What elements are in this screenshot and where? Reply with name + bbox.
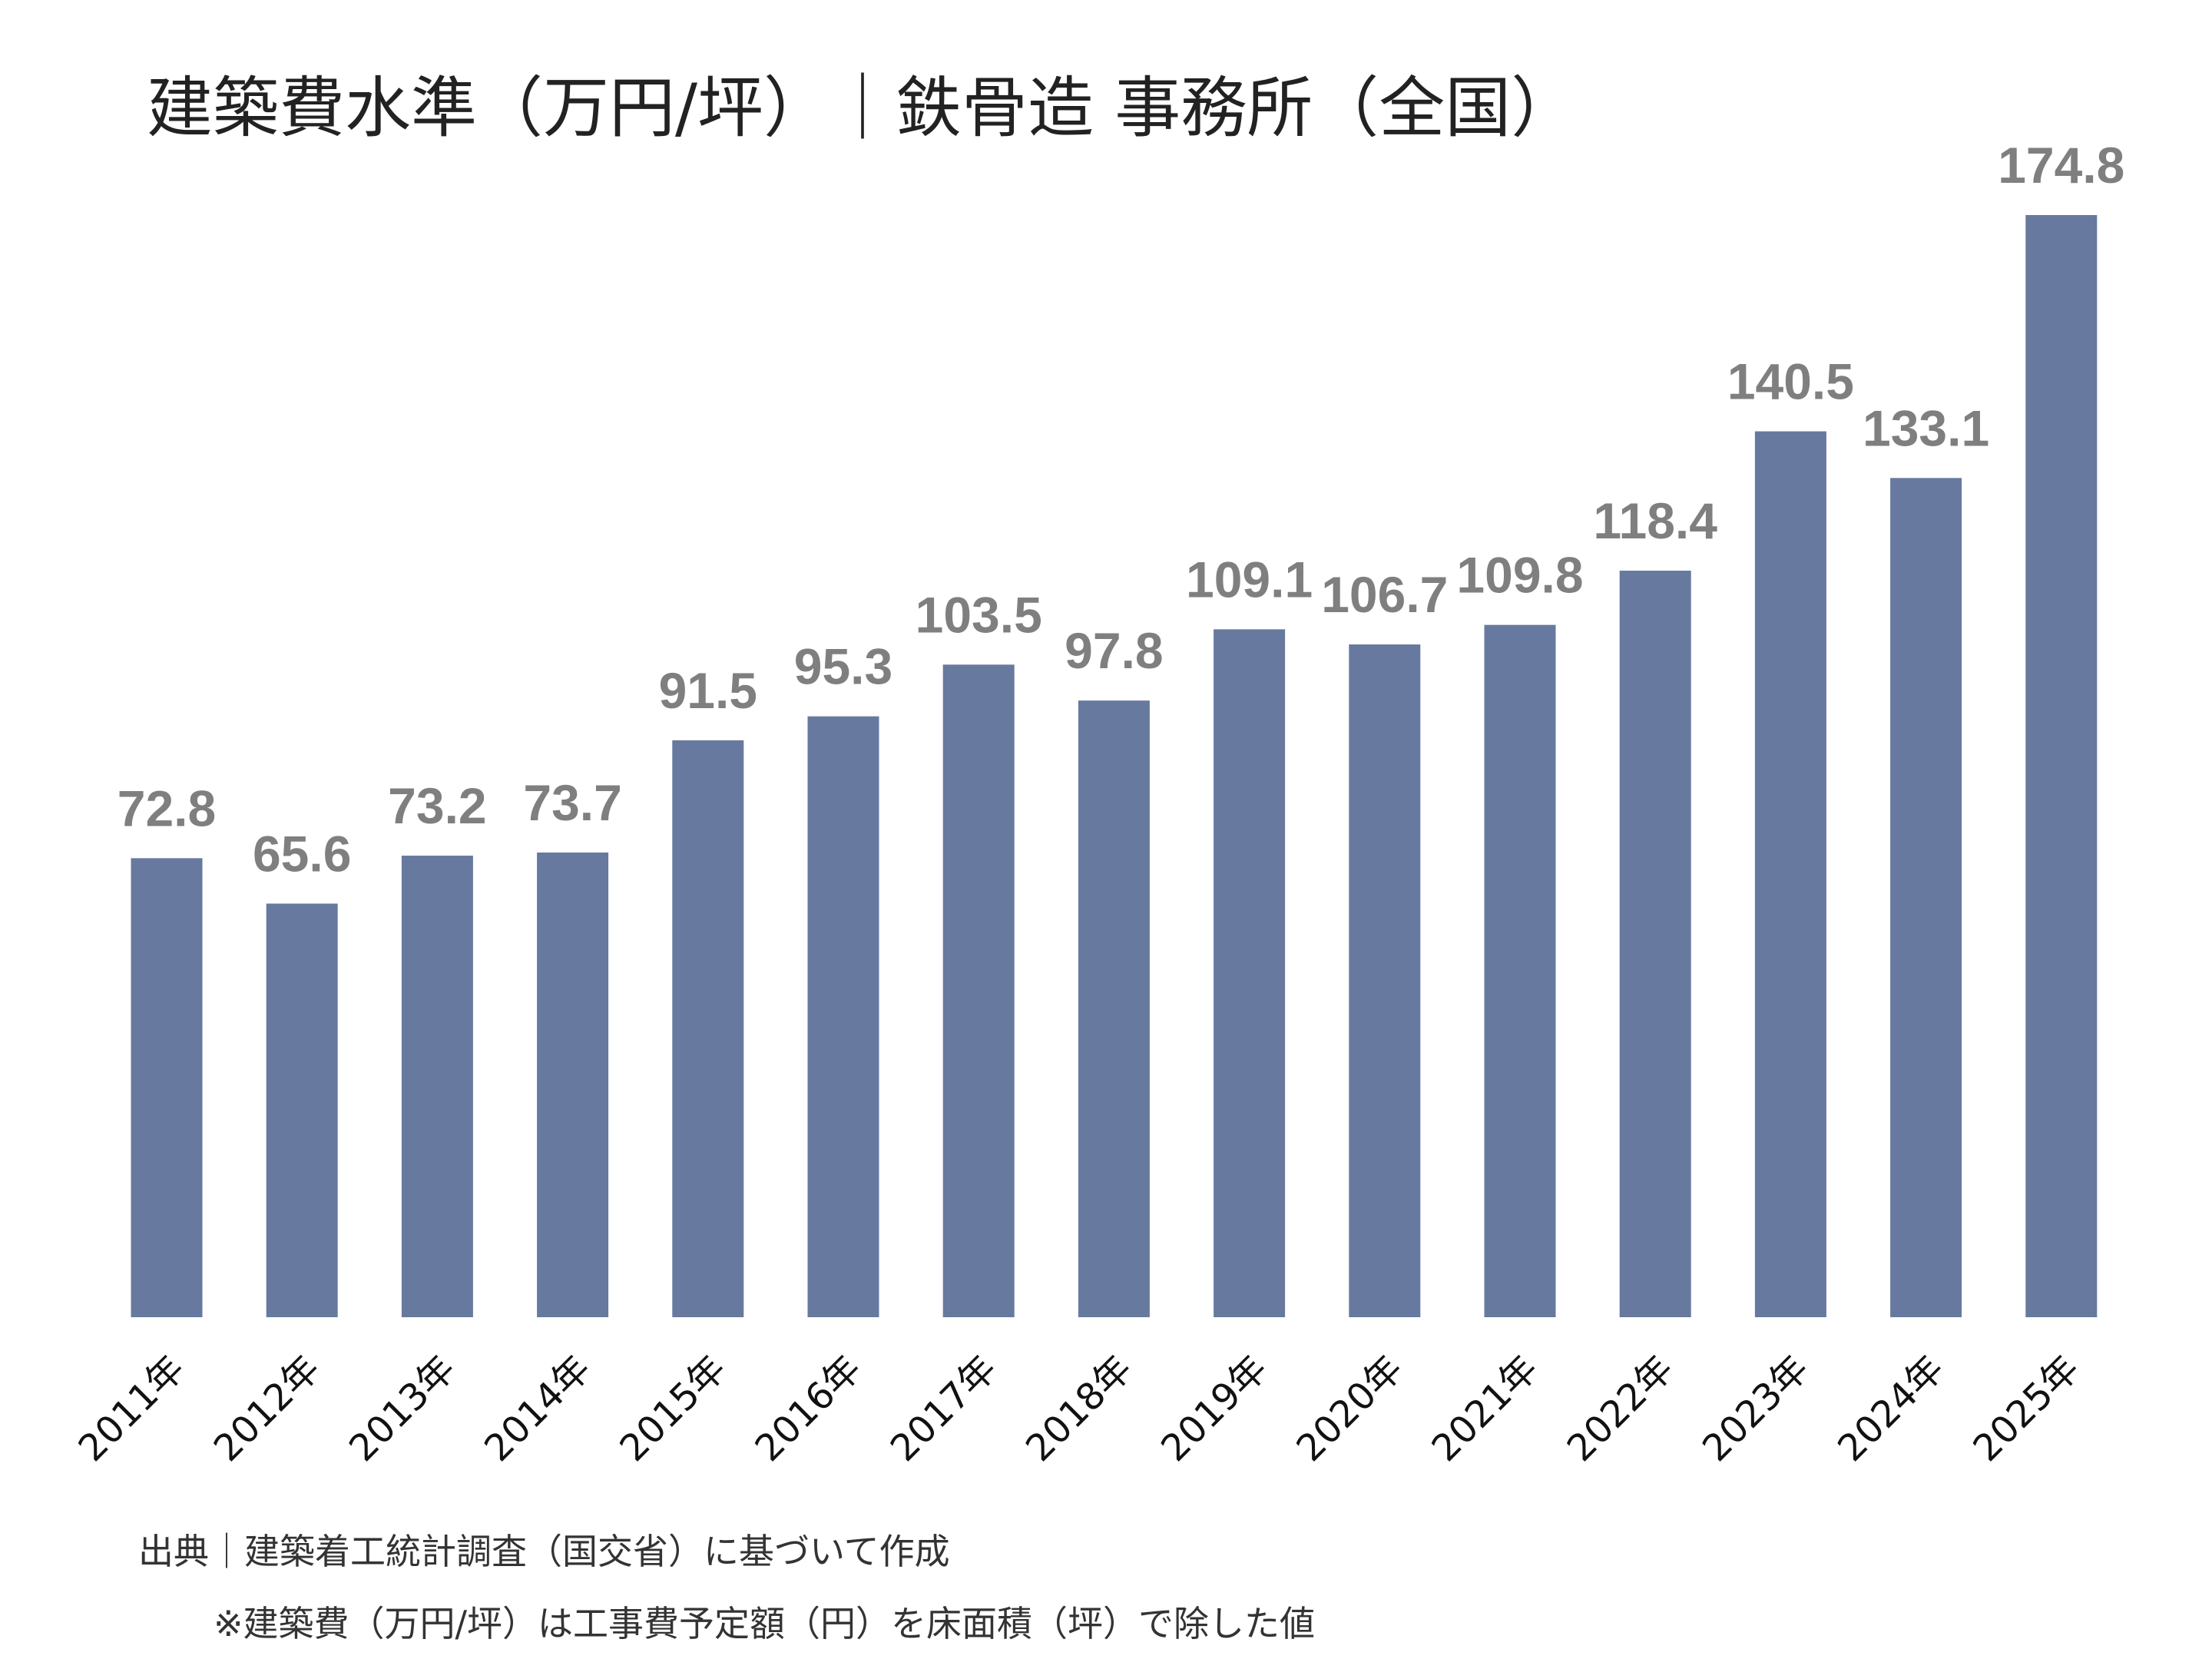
value-label: 73.7 [523,774,621,831]
value-label: 133.1 [1863,399,1989,456]
x-tick-label: 2022年 [1559,1347,1682,1470]
value-label: 109.8 [1456,547,1583,604]
x-tick-label: 2020年 [1288,1347,1411,1470]
x-tick-label: 2023年 [1694,1347,1817,1470]
value-label: 97.8 [1065,622,1163,679]
x-tick-label: 2024年 [1830,1347,1952,1470]
bar [1214,629,1286,1317]
bar [1078,700,1150,1317]
x-tick-label: 2021年 [1424,1347,1547,1470]
x-tick-label: 2014年 [476,1347,599,1470]
bar [1619,571,1691,1317]
bar [1484,624,1556,1317]
source-note: 出典｜建築着工統計調査（国交省）に基づいて作成 [138,1531,950,1572]
value-label: 91.5 [659,662,757,719]
bar [807,716,879,1317]
x-tick-label: 2019年 [1153,1347,1276,1470]
value-label: 140.5 [1727,353,1854,410]
bar [942,664,1015,1317]
bar [401,856,473,1317]
value-label: 109.1 [1186,551,1313,608]
x-tick-label: 2012年 [206,1347,329,1470]
footnote: ※建築費（万円/坪）は工事費予定額（円）を床面積（坪）で除した値 [214,1603,1315,1644]
x-tick-label: 2025年 [1965,1347,2088,1470]
x-tick-label: 2011年 [71,1347,194,1470]
bar [537,852,609,1317]
bar [1349,644,1421,1317]
bar [266,903,338,1317]
value-label: 65.6 [253,825,351,882]
value-label: 73.2 [388,777,486,834]
bar [1890,478,1962,1317]
x-tick-label: 2017年 [882,1347,1005,1470]
value-label: 72.8 [118,780,216,836]
x-tick-label: 2018年 [1018,1347,1141,1470]
bar [131,858,203,1317]
bar [672,740,744,1317]
bar [2025,215,2098,1317]
value-label: 118.4 [1593,492,1717,549]
x-tick-label: 2013年 [341,1347,464,1470]
chart-title: 建築費水準（万円/坪）｜鉄骨造 事務所（全国） [147,70,1577,147]
value-label: 103.5 [916,586,1042,643]
x-tick-label: 2016年 [747,1347,870,1470]
value-label: 95.3 [794,638,892,695]
value-label: 106.7 [1321,566,1448,623]
value-label: 174.8 [1998,137,2124,194]
x-tick-label: 2015年 [611,1347,734,1470]
bar [1754,431,1826,1317]
